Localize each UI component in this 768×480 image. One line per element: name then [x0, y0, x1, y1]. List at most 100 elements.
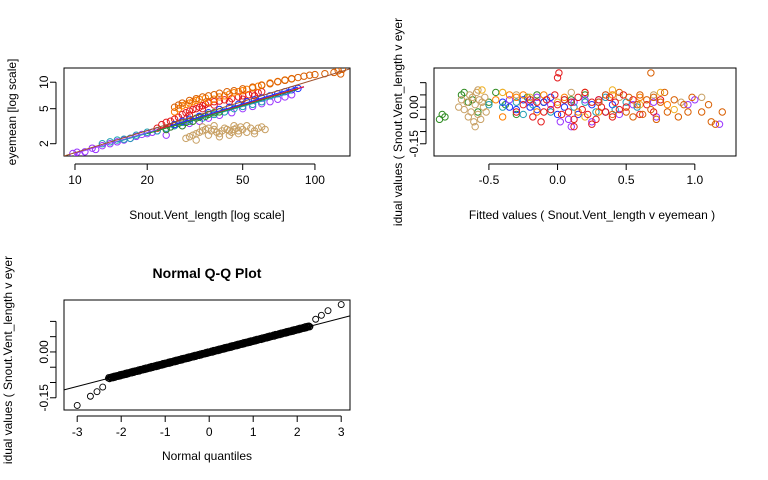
residual-point	[574, 108, 582, 116]
residual-point	[505, 96, 514, 104]
residual-point	[601, 108, 610, 116]
residual-point	[485, 100, 493, 109]
residual-point	[625, 93, 633, 102]
scatter-point	[254, 82, 262, 90]
panel-normal-qq: Normal Q-Q Plot -3 -2 -1 0 1 2 3 -0.15 0.00 Norm…	[1, 256, 351, 464]
residual-point	[533, 98, 541, 106]
residual-point	[478, 86, 486, 94]
residual-point	[519, 91, 527, 99]
residual-point	[711, 120, 720, 128]
scatter-point	[198, 104, 207, 113]
residual-point	[608, 113, 617, 121]
residual-point	[615, 105, 624, 114]
scatter-point	[204, 131, 213, 139]
residual-point	[570, 98, 578, 106]
residual-point	[474, 86, 482, 94]
residual-point	[622, 103, 630, 111]
x-tick-label: -1	[160, 425, 171, 439]
x-tick-label: 1.0	[686, 173, 703, 187]
scatter-point	[261, 125, 269, 134]
scatter-marks	[435, 69, 726, 131]
scatter-point	[281, 76, 289, 85]
residual-point	[608, 86, 617, 94]
residual-point	[670, 96, 678, 104]
residual-point	[567, 88, 575, 97]
residual-point	[656, 88, 665, 97]
y-tick-label: 10	[37, 75, 51, 89]
plot-title: Normal Q-Q Plot	[153, 265, 262, 281]
residual-point	[529, 113, 537, 121]
x-tick-label: 0.5	[618, 173, 635, 187]
series-fit-line	[170, 86, 299, 127]
residual-point	[556, 118, 564, 126]
scatter-point	[234, 129, 243, 138]
residual-point	[704, 100, 713, 109]
scatter-point	[305, 71, 314, 79]
residual-point	[697, 108, 706, 116]
residual-point	[542, 96, 551, 104]
residual-point	[471, 100, 479, 109]
residual-point	[638, 110, 647, 119]
overall-fit-line	[64, 68, 350, 156]
scatter-point	[230, 122, 238, 130]
residual-point	[555, 69, 563, 77]
residual-point	[553, 110, 562, 119]
residual-point	[464, 113, 473, 121]
scatter-point	[239, 87, 247, 95]
residual-point	[588, 120, 596, 128]
residual-point	[588, 100, 596, 109]
residual-point	[663, 108, 672, 116]
scatter-point	[250, 129, 259, 138]
residual-point	[581, 91, 589, 99]
residual-point	[553, 100, 562, 109]
residual-point	[470, 118, 478, 126]
residual-point	[463, 98, 471, 106]
residual-point	[526, 93, 534, 102]
y-tick-label: -0.15	[37, 384, 51, 412]
scatter-point	[210, 98, 218, 106]
scatter-point	[189, 105, 197, 114]
scatter-point	[258, 81, 266, 90]
residual-point	[512, 98, 521, 106]
residual-point	[649, 93, 658, 102]
qq-point	[317, 311, 325, 319]
residual-point	[567, 98, 575, 106]
residual-point	[553, 74, 562, 82]
scatter-point	[336, 70, 345, 78]
scatter-point	[225, 90, 234, 98]
qq-point	[93, 388, 101, 396]
residual-point	[540, 108, 548, 116]
residual-point	[574, 110, 582, 119]
residual-point	[684, 108, 692, 116]
x-axis-title: Normal quantiles	[162, 449, 252, 463]
qq-marks	[63, 301, 351, 409]
residual-point	[674, 113, 683, 121]
scatter-point	[266, 80, 274, 88]
residual-point	[608, 110, 617, 119]
scatter-point	[185, 133, 194, 141]
residual-point	[512, 108, 521, 116]
scatter-point	[225, 131, 234, 139]
plot-frame	[63, 67, 351, 157]
residual-point	[636, 110, 644, 119]
x-tick-label: -2	[116, 425, 127, 439]
scatter-point	[230, 87, 238, 95]
residual-point	[660, 88, 669, 97]
x-tick-label: 1	[250, 425, 257, 439]
axes: 10 20 50 100 2 5 10	[37, 75, 325, 187]
residual-point	[652, 115, 661, 124]
scatter-point	[234, 127, 243, 135]
scatter-point	[239, 85, 247, 93]
scatter-point	[250, 92, 259, 100]
residual-point	[498, 113, 507, 121]
residual-point	[512, 105, 521, 114]
residual-point	[670, 105, 678, 114]
residual-point	[636, 91, 644, 99]
residual-point	[505, 91, 514, 99]
residual-point	[643, 96, 651, 104]
residual-point	[564, 115, 573, 124]
residual-point	[482, 108, 490, 116]
residual-point	[611, 98, 619, 106]
residual-point	[533, 105, 541, 114]
scatter-point	[294, 73, 302, 82]
